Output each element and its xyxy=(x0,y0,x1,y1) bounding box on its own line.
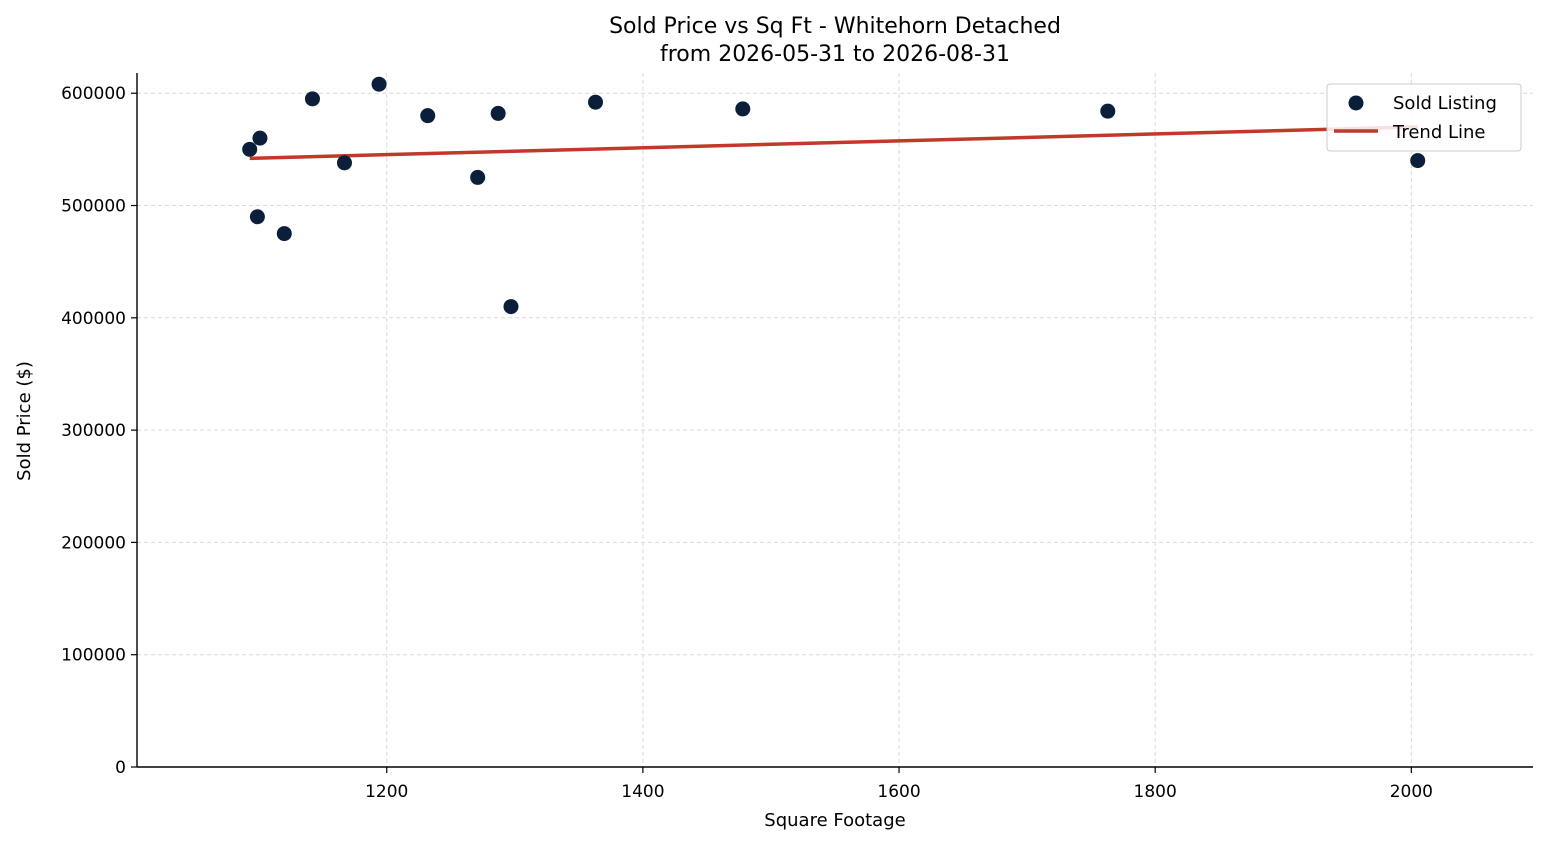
data-point xyxy=(242,141,258,157)
data-point xyxy=(588,94,604,110)
data-point xyxy=(503,299,519,315)
data-point xyxy=(336,155,352,171)
data-point xyxy=(490,105,506,121)
data-point xyxy=(304,91,320,107)
y-tick-label: 500000 xyxy=(61,197,126,217)
legend-label-sold-listing: Sold Listing xyxy=(1393,93,1497,114)
data-point xyxy=(420,108,436,124)
x-ticks: 1200 1400 1600 1800 2000 xyxy=(365,767,1433,802)
chart-title: Sold Price vs Sq Ft - Whitehorn Detached xyxy=(609,14,1061,39)
trend-line xyxy=(249,125,1418,161)
y-tick-label: 400000 xyxy=(61,309,126,329)
legend-box xyxy=(1326,83,1522,152)
legend: Sold Listing Trend Line xyxy=(1326,83,1522,152)
data-point xyxy=(249,209,265,225)
data-point xyxy=(371,76,387,92)
data-point xyxy=(470,169,486,185)
y-tick-label: 300000 xyxy=(61,421,126,441)
trend-line-layer xyxy=(249,125,1418,161)
axes xyxy=(136,73,1533,768)
data-point xyxy=(735,101,751,117)
x-tick-label: 1600 xyxy=(877,782,920,802)
legend-marker-sold-listing xyxy=(1348,95,1364,111)
data-points xyxy=(242,76,1426,315)
y-tick-label: 0 xyxy=(115,758,126,778)
y-tick-label: 600000 xyxy=(61,84,126,104)
data-point xyxy=(1410,153,1426,169)
data-point xyxy=(252,130,268,146)
chart-title-group: Sold Price vs Sq Ft - Whitehorn Detached… xyxy=(609,14,1061,67)
y-axis-label: Sold Price ($) xyxy=(14,361,35,481)
y-ticks: 0 100000 200000 300000 400000 500000 600000 xyxy=(61,84,137,778)
grid xyxy=(137,73,1533,767)
y-tick-label: 100000 xyxy=(61,646,126,666)
y-tick-label: 200000 xyxy=(61,533,126,553)
data-point xyxy=(276,226,292,242)
chart-subtitle: from 2026-05-31 to 2026-08-31 xyxy=(660,42,1010,67)
data-point xyxy=(1100,103,1116,119)
x-tick-label: 2000 xyxy=(1390,782,1433,802)
x-tick-label: 1800 xyxy=(1134,782,1177,802)
x-axis-label: Square Footage xyxy=(764,810,905,831)
legend-label-trend-line: Trend Line xyxy=(1392,122,1486,143)
x-tick-label: 1200 xyxy=(365,782,408,802)
x-tick-label: 1400 xyxy=(621,782,664,802)
